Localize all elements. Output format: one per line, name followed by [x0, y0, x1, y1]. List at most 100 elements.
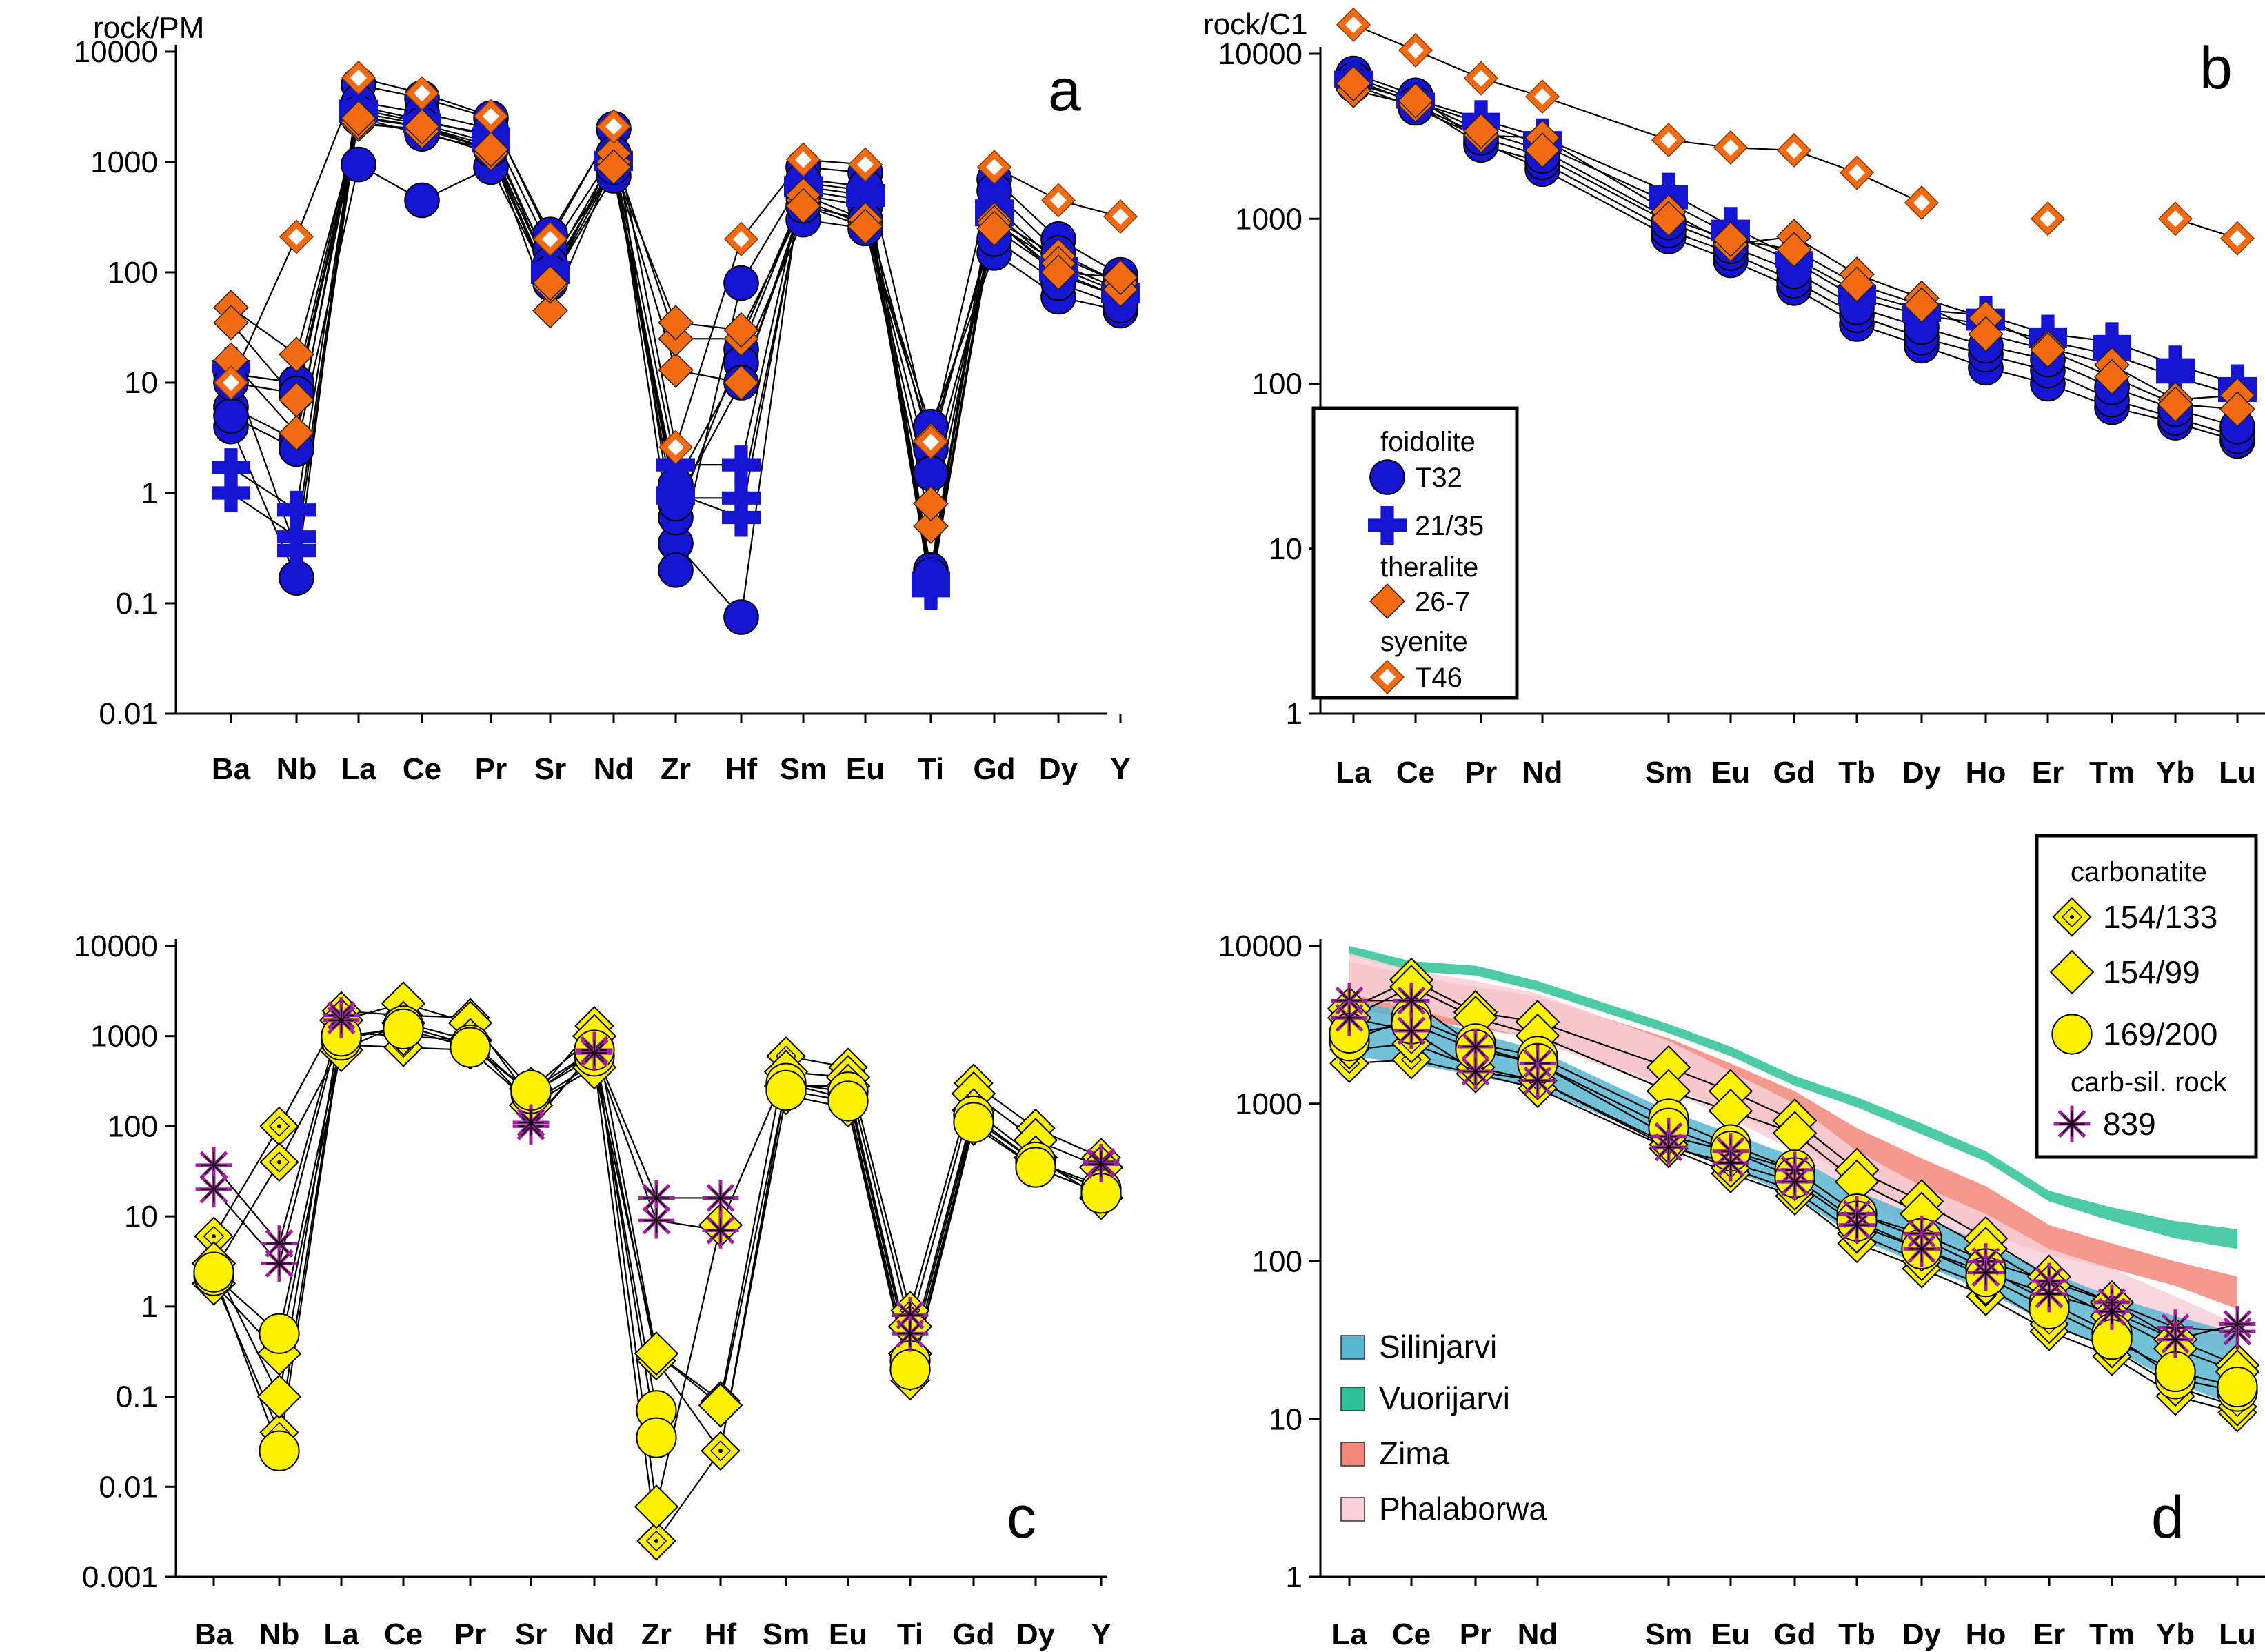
x-tick-label: Lu [2219, 756, 2256, 789]
marker-star-core [1785, 1172, 1804, 1191]
panel-letter: b [2199, 35, 2233, 101]
marker-hollow-diamond-inner [1722, 139, 1739, 157]
legend-b-header: syenite [1380, 627, 1468, 657]
x-tick-label: Ce [384, 1618, 423, 1651]
marker-diamond [1369, 583, 1405, 619]
marker-diamond [1336, 66, 1371, 102]
y-tick-label: 100 [108, 256, 158, 290]
marker-diamond [785, 188, 821, 224]
panel-b: 1 10 100 1000 10000 La Ce Pr Nd Sm Eu Gd Tb Dy Ho Er Tm Y… [1203, 7, 2265, 789]
y-axis-title: rock/PM [93, 11, 204, 45]
marker-hollow-diamond-inner [2167, 210, 2184, 228]
marker-hollow-diamond-inner [1534, 88, 1551, 105]
y-tick-label: 1000 [1235, 1087, 1302, 1121]
legend-d-label: 154/99 [2103, 954, 2200, 990]
marker-star-core [585, 1043, 604, 1062]
marker-plus [1368, 506, 1407, 545]
x-tick-label: Ce [1396, 756, 1435, 789]
field-label: Phalaborwa [1379, 1491, 1547, 1527]
marker-circle [341, 146, 376, 183]
x-tick-label: La [341, 752, 376, 786]
y-tick-label: 0.01 [99, 1470, 158, 1504]
marker-diamond [1463, 113, 1499, 149]
marker-hollow-diamond-inner [1112, 208, 1129, 225]
x-tick-label: Pr [475, 752, 507, 786]
x-tick-label: Ho [1966, 1618, 2006, 1651]
marker-hollow-diamond-inner [1913, 194, 1930, 212]
marker-star-core [332, 1010, 351, 1030]
x-tick-label: Sm [1645, 756, 1692, 789]
marker-circle [723, 265, 759, 301]
marker-diamond [1524, 132, 1560, 168]
marker-dot-diamond-dot [277, 1160, 281, 1165]
marker-yellow-circle [2155, 1351, 2196, 1392]
marker-hollow-diamond-inner [1786, 141, 1802, 159]
marker-star-core [2228, 1314, 2247, 1334]
y-tick-label: 10 [1269, 532, 1302, 566]
y-tick-label: 10000 [1218, 929, 1302, 963]
marker-hollow-diamond-inner [733, 230, 749, 248]
marker-diamond [2157, 386, 2193, 423]
y-tick-label: 1000 [90, 145, 158, 179]
marker-hollow-diamond-inner [857, 156, 874, 173]
field-label: Vuorijarvi [1379, 1380, 1510, 1416]
x-tick-label: Hf [705, 1618, 737, 1651]
marker-yellow-circle [510, 1069, 552, 1111]
marker-diamond [1713, 221, 1749, 258]
x-tick-label: Nd [574, 1618, 615, 1651]
y-tick-label: 10 [124, 1200, 158, 1233]
marker-yellow-circle [2051, 1014, 2093, 1055]
field-silinjarvi [1349, 1000, 2237, 1407]
x-tick-label: Nd [1522, 756, 1563, 789]
x-tick-label: Er [2033, 1618, 2065, 1651]
x-tick-label: Gd [1773, 1618, 1815, 1651]
field-legend-d: Silinjarvi Vuorijarvi Zima Phalaborwa [1340, 1329, 1547, 1527]
marker-yellow-circle [636, 1417, 677, 1458]
marker-hollow-diamond-inner [483, 108, 499, 125]
marker-hollow-diamond-inner [1345, 16, 1362, 33]
y-tick-label: 10 [1269, 1402, 1302, 1436]
y-axis-title: rock/C1 [1203, 8, 1308, 41]
x-tick-label: La [1336, 756, 1371, 789]
x-tick-label: Ba [212, 752, 251, 786]
x-tick-label: La [323, 1618, 359, 1651]
marker-diamond [723, 365, 759, 401]
x-tick-label: Pr [1460, 1618, 1491, 1651]
panel-d: 1 10 100 1000 10000 La Ce Pr Nd Sm Eu Gd Tb Dy Ho Er Tm Y… [1218, 929, 2265, 1651]
x-tick-label: Eu [846, 752, 885, 786]
marker-circle [658, 552, 694, 588]
panel-a: 0.01 0.1 1 10 100 1000 10000 Ba Nb La Ce Pr Sr Nd Zr Hf… [74, 11, 1140, 786]
marker-yellow-diamond [634, 1484, 679, 1529]
marker-star-core [204, 1180, 223, 1199]
x-tick-label: Ce [1392, 1618, 1431, 1651]
marker-diamond [1103, 259, 1138, 296]
x-tick-label: Lu [2219, 1618, 2256, 1651]
marker-diamond [1651, 201, 1687, 237]
x-tick-label: Pr [1465, 756, 1497, 789]
x-tick-label: Sm [1645, 1618, 1692, 1651]
marker-diamond [658, 352, 694, 388]
marker-star-core [2102, 1302, 2122, 1322]
x-tick-label: Tm [2089, 1618, 2135, 1651]
y-tick-label: 0.1 [116, 587, 158, 621]
marker-hollow-diamond-inner [1379, 669, 1396, 685]
x-tick-label: Dy [1016, 1618, 1056, 1651]
marker-plus [722, 498, 761, 537]
marker-hollow-diamond-inner [795, 151, 812, 168]
legend-d-header: carbonatite [2071, 857, 2207, 887]
marker-circle [404, 182, 440, 219]
marker-diamond [913, 508, 949, 545]
x-tick-label: Sm [780, 752, 827, 786]
marker-hollow-diamond-inner [923, 434, 939, 451]
marker-hollow-diamond-inner [605, 118, 622, 135]
marker-diamond [2030, 332, 2066, 368]
x-tick-label: Tb [1838, 1618, 1875, 1651]
x-tick-label: Hf [725, 752, 758, 786]
marker-star-core [1466, 1037, 1485, 1056]
marker-plus [2156, 357, 2195, 396]
legend-b-label: T46 [1415, 663, 1462, 693]
marker-plus [656, 445, 696, 485]
x-tick-label: Gd [973, 752, 1015, 786]
marker-star-core [521, 1113, 541, 1132]
y-tick-label: 10000 [1218, 37, 1302, 71]
